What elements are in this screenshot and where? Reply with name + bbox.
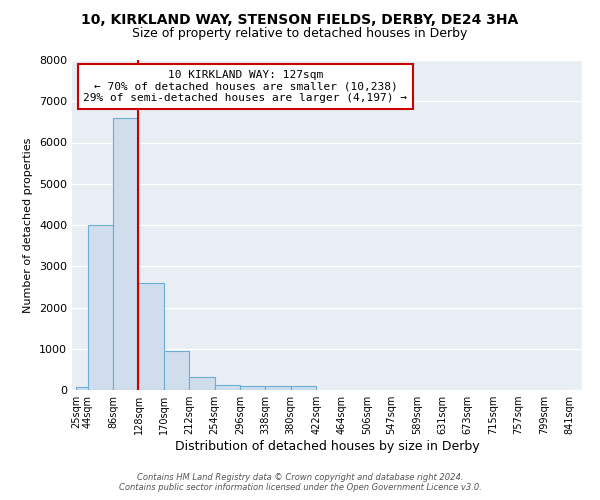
Y-axis label: Number of detached properties: Number of detached properties bbox=[23, 138, 34, 312]
Text: Contains HM Land Registry data © Crown copyright and database right 2024.
Contai: Contains HM Land Registry data © Crown c… bbox=[119, 473, 481, 492]
Bar bbox=[189, 377, 215, 390]
Bar bbox=[291, 386, 316, 390]
Bar bbox=[88, 225, 113, 390]
Bar bbox=[215, 384, 240, 390]
Bar bbox=[164, 351, 189, 390]
Text: 10, KIRKLAND WAY, STENSON FIELDS, DERBY, DE24 3HA: 10, KIRKLAND WAY, STENSON FIELDS, DERBY,… bbox=[82, 12, 518, 26]
Bar bbox=[113, 118, 139, 390]
Bar bbox=[265, 386, 291, 390]
Bar bbox=[139, 283, 164, 390]
Text: Size of property relative to detached houses in Derby: Size of property relative to detached ho… bbox=[133, 28, 467, 40]
Bar bbox=[76, 386, 88, 390]
Bar bbox=[240, 386, 265, 390]
Text: 10 KIRKLAND WAY: 127sqm
← 70% of detached houses are smaller (10,238)
29% of sem: 10 KIRKLAND WAY: 127sqm ← 70% of detache… bbox=[83, 70, 407, 103]
X-axis label: Distribution of detached houses by size in Derby: Distribution of detached houses by size … bbox=[175, 440, 479, 453]
